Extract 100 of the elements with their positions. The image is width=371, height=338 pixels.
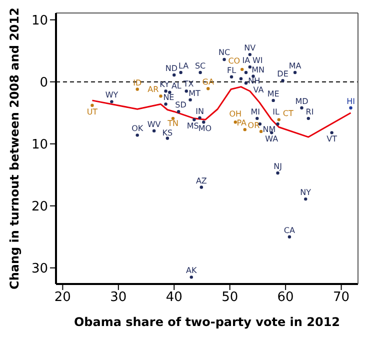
data-label: AL <box>171 81 182 90</box>
y-tick-label: 10 <box>31 137 48 152</box>
x-axis-title: Obama share of two-party vote in 2012 <box>74 315 340 329</box>
x-tick-label: 70 <box>333 290 350 306</box>
point <box>349 106 352 110</box>
data-label: CO <box>228 56 240 66</box>
point <box>240 68 244 72</box>
point <box>276 122 280 126</box>
point <box>166 136 170 140</box>
data-label: WV <box>147 120 162 129</box>
data-label: NM <box>262 124 276 134</box>
data-label: CT <box>282 109 294 118</box>
point <box>198 70 202 74</box>
point <box>206 87 210 90</box>
x-tick-label: 40 <box>166 290 182 306</box>
point <box>230 75 234 78</box>
data-label: SC <box>194 62 206 71</box>
y-tick-label: 10 <box>31 13 48 28</box>
point <box>198 116 202 120</box>
point <box>164 90 168 93</box>
point <box>272 98 275 102</box>
y-tick-label: 30 <box>31 261 48 276</box>
data-label: NJ <box>274 162 282 171</box>
point <box>172 73 176 77</box>
point <box>239 77 243 80</box>
data-label: WY <box>105 90 118 100</box>
point <box>176 110 180 114</box>
point <box>188 98 192 102</box>
point <box>248 52 252 56</box>
point <box>179 70 182 74</box>
point <box>256 116 259 120</box>
data-label: RI <box>306 107 314 116</box>
point <box>259 130 263 134</box>
x-tick-label: 20 <box>54 290 71 306</box>
data-label: NH <box>248 76 260 86</box>
data-label: HI <box>346 96 355 106</box>
point <box>90 104 94 107</box>
point <box>244 70 248 74</box>
point <box>293 70 297 74</box>
data-label: IA <box>242 56 251 65</box>
point <box>248 65 252 69</box>
data-label: KY <box>160 80 170 90</box>
data-label: OK <box>132 124 144 134</box>
point <box>192 118 196 122</box>
data-label: MA <box>288 62 302 71</box>
data-label: MI <box>250 107 260 116</box>
data-label: NV <box>244 44 256 53</box>
data-label: DE <box>277 70 288 79</box>
data-label: MO <box>198 124 212 134</box>
point <box>288 235 292 238</box>
data-label: IN <box>196 106 204 116</box>
data-label: KS <box>162 128 173 138</box>
point <box>168 90 172 94</box>
point <box>136 134 139 137</box>
point <box>330 131 334 134</box>
data-label: PA <box>236 118 248 128</box>
point <box>300 106 304 110</box>
data-label: UT <box>86 107 98 116</box>
point <box>152 129 156 132</box>
point <box>234 120 238 124</box>
data-label: NE <box>163 92 174 102</box>
data-label: WI <box>252 56 263 65</box>
data-label: VT <box>326 134 338 144</box>
data-label: CA <box>284 226 296 235</box>
data-label: OH <box>229 109 242 118</box>
data-label: MN <box>252 65 264 74</box>
point <box>159 94 162 98</box>
data-label: NC <box>218 48 230 57</box>
data-label: LA <box>178 62 190 71</box>
data-label: VA <box>253 86 264 95</box>
y-tick-label: 20 <box>31 199 48 214</box>
point <box>277 118 280 122</box>
data-label: TN <box>166 119 178 128</box>
data-label: ND <box>165 64 178 74</box>
point <box>304 197 308 201</box>
point <box>164 102 168 106</box>
data-label: MT <box>188 88 201 98</box>
y-tick-label: 0 <box>40 75 48 90</box>
data-label: ME <box>267 89 280 98</box>
y-axis-title: Chang in turnout between 2008 and 2012 <box>7 8 22 290</box>
x-tick-label: 50 <box>222 290 238 306</box>
point <box>200 186 204 189</box>
data-label: NY <box>300 188 312 198</box>
point <box>136 88 139 91</box>
data-label: AZ <box>196 176 208 186</box>
point <box>243 128 246 132</box>
point <box>202 120 206 124</box>
point <box>276 171 280 175</box>
point <box>222 58 226 62</box>
point <box>184 90 188 93</box>
data-label: FL <box>226 66 237 75</box>
data-label: MD <box>295 96 308 106</box>
data-label: OR <box>248 120 260 130</box>
data-label: IL <box>272 108 280 117</box>
x-tick-label: 60 <box>277 290 294 306</box>
point <box>306 116 310 120</box>
data-label: AK <box>186 266 198 276</box>
data-label: AR <box>148 85 160 94</box>
point <box>190 276 193 279</box>
data-label: WA <box>265 134 279 144</box>
